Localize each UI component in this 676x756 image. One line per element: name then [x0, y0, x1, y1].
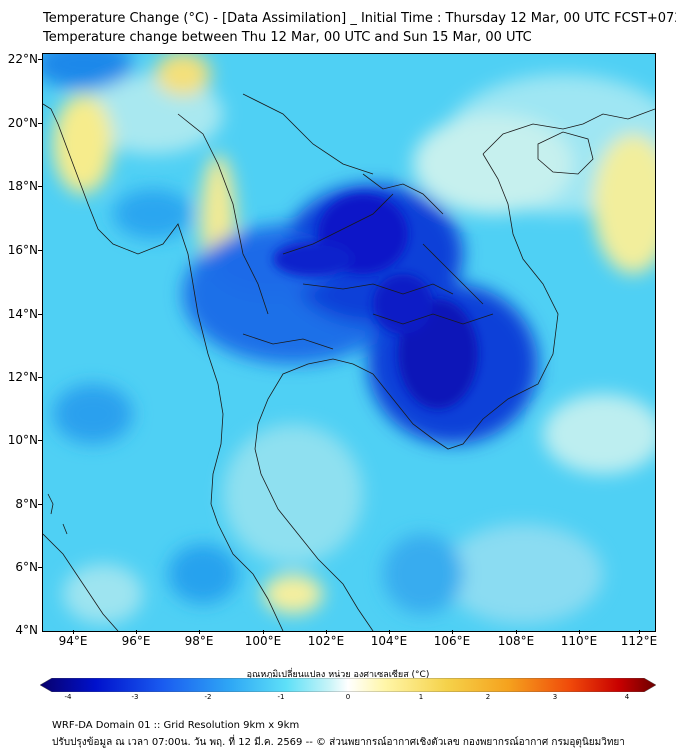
lat-label-10n: 10°N	[7, 433, 38, 447]
lon-label-110e: 110°E	[560, 634, 598, 648]
lat-tickmark	[38, 377, 42, 378]
lon-tickmark	[389, 630, 390, 634]
colorbar-tick: 0	[345, 693, 351, 701]
lon-label-112e: 112°E	[620, 634, 658, 648]
map-subtitle: Temperature change between Thu 12 Mar, 0…	[43, 30, 532, 45]
lat-label-22n: 22°N	[7, 52, 38, 66]
lon-label-96e: 96°E	[121, 634, 151, 648]
lon-label-100e: 100°E	[244, 634, 282, 648]
lat-label-20n: 20°N	[7, 116, 38, 130]
lat-tickmark	[38, 504, 42, 505]
lat-label-6n: 6°N	[15, 560, 38, 574]
lat-label-12n: 12°N	[7, 370, 38, 384]
temperature-change-map	[42, 53, 656, 632]
map-title: Temperature Change (°C) - [Data Assimila…	[43, 11, 676, 26]
model-info: WRF-DA Domain 01 :: Grid Resolution 9km …	[52, 720, 300, 731]
lat-tickmark	[38, 59, 42, 60]
update-credit: ปรับปรุงข้อมูล ณ เวลา 07:00น. วัน พฤ. ที…	[52, 737, 625, 748]
lat-tickmark	[38, 314, 42, 315]
colorbar-label: อุณหภูมิเปลี่ยนแปลง หน่วย องศาเซลเซียส (…	[246, 670, 430, 680]
colorbar-tick: -1	[277, 693, 285, 701]
lon-label-108e: 108°E	[497, 634, 535, 648]
lon-label-102e: 102°E	[307, 634, 345, 648]
colorbar-tick: -2	[204, 693, 212, 701]
colorbar	[40, 678, 656, 692]
lon-label-104e: 104°E	[370, 634, 408, 648]
lon-tickmark	[73, 630, 74, 634]
lat-label-16n: 16°N	[7, 243, 38, 257]
colorbar-tick: -3	[131, 693, 139, 701]
lon-tickmark	[199, 630, 200, 634]
lon-label-94e: 94°E	[58, 634, 88, 648]
colorbar-tick: 2	[485, 693, 491, 701]
lat-tickmark	[38, 567, 42, 568]
lat-tickmark	[38, 440, 42, 441]
lat-tickmark	[38, 186, 42, 187]
colorbar-tick: 3	[552, 693, 558, 701]
lon-tickmark	[579, 630, 580, 634]
lon-tickmark	[516, 630, 517, 634]
lat-tickmark	[38, 250, 42, 251]
lat-label-18n: 18°N	[7, 179, 38, 193]
lat-tickmark	[38, 123, 42, 124]
lon-tickmark	[639, 630, 640, 634]
lon-tickmark	[326, 630, 327, 634]
coastline-borders	[43, 93, 655, 631]
lon-tickmark	[136, 630, 137, 634]
lon-label-98e: 98°E	[184, 634, 214, 648]
lat-label-8n: 8°N	[15, 497, 38, 511]
map-canvas	[43, 54, 655, 631]
colorbar-tick: -4	[64, 693, 72, 701]
lon-label-106e: 106°E	[433, 634, 471, 648]
colorbar-tick: 4	[624, 693, 630, 701]
lat-label-4n: 4°N	[15, 623, 38, 637]
lon-tickmark	[263, 630, 264, 634]
lon-tickmark	[452, 630, 453, 634]
lat-label-14n: 14°N	[7, 307, 38, 321]
colorbar-tick: 1	[418, 693, 424, 701]
